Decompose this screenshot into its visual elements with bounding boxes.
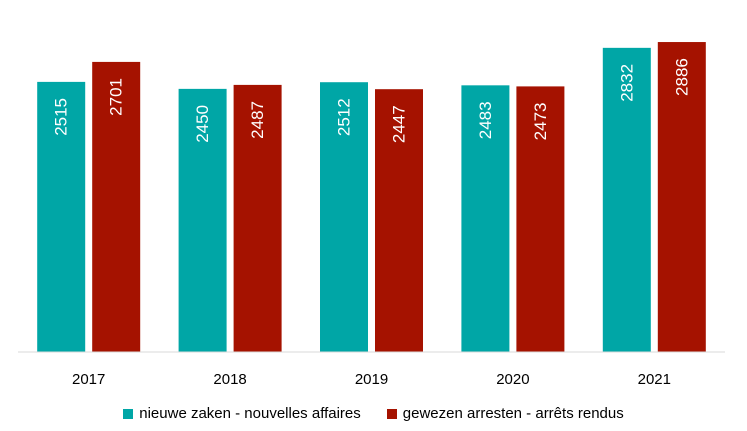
legend-label-judgments: gewezen arresten - arrêts rendus	[402, 405, 624, 422]
legend-label-new-cases: nieuwe zaken - nouvelles affaires	[139, 405, 361, 422]
bar-2017-series-0	[37, 81, 86, 352]
x-tick-label-2019: 2019	[355, 371, 388, 388]
legend-swatch-new-cases	[123, 408, 134, 419]
data-label-2019-series-1: 2447	[390, 105, 409, 143]
legend-swatch-judgments	[386, 408, 397, 419]
data-label-2017-series-0: 2515	[52, 98, 71, 136]
data-label-2021-series-0: 2832	[617, 64, 636, 102]
legend: nieuwe zaken - nouvelles affaires geweze…	[0, 405, 747, 422]
bar-2017-series-1	[92, 61, 141, 353]
bar-2021-series-0	[602, 47, 651, 352]
data-label-2018-series-1: 2487	[248, 101, 267, 139]
data-label-2020-series-0: 2483	[476, 101, 495, 139]
x-tick-label-2017: 2017	[72, 371, 105, 388]
data-label-2020-series-1: 2473	[531, 102, 550, 140]
bar-2019-series-0	[320, 82, 368, 353]
x-tick-labels-group: 2017 2018 2019 2020 2021	[72, 371, 671, 388]
data-label-2018-series-0: 2450	[193, 105, 212, 143]
x-tick-label-2018: 2018	[213, 371, 246, 388]
bar-2020-series-1	[516, 86, 565, 352]
bar-2021-series-1	[657, 42, 706, 352]
legend-item-judgments: gewezen arresten - arrêts rendus	[386, 405, 624, 422]
bar-chart: 2515 2701 2450 2487 2512 2447 2483 2473 2832 2886…	[18, 42, 725, 388]
data-labels-group: 2515 2701 2450 2487 2512 2447 2483 2473 2832 2886	[52, 58, 692, 143]
data-label-2021-series-1: 2886	[672, 58, 691, 96]
bar-2018-series-1	[233, 84, 282, 352]
x-tick-label-2021: 2021	[638, 371, 671, 388]
data-label-2019-series-0: 2512	[335, 98, 354, 136]
data-label-2017-series-1: 2701	[107, 78, 126, 116]
bar-2018-series-0	[178, 88, 227, 353]
x-tick-label-2020: 2020	[496, 371, 529, 388]
bars-group	[37, 42, 706, 353]
bar-2020-series-0	[461, 85, 510, 352]
legend-item-new-cases: nieuwe zaken - nouvelles affaires	[123, 405, 361, 422]
bar-2019-series-1	[375, 89, 423, 352]
